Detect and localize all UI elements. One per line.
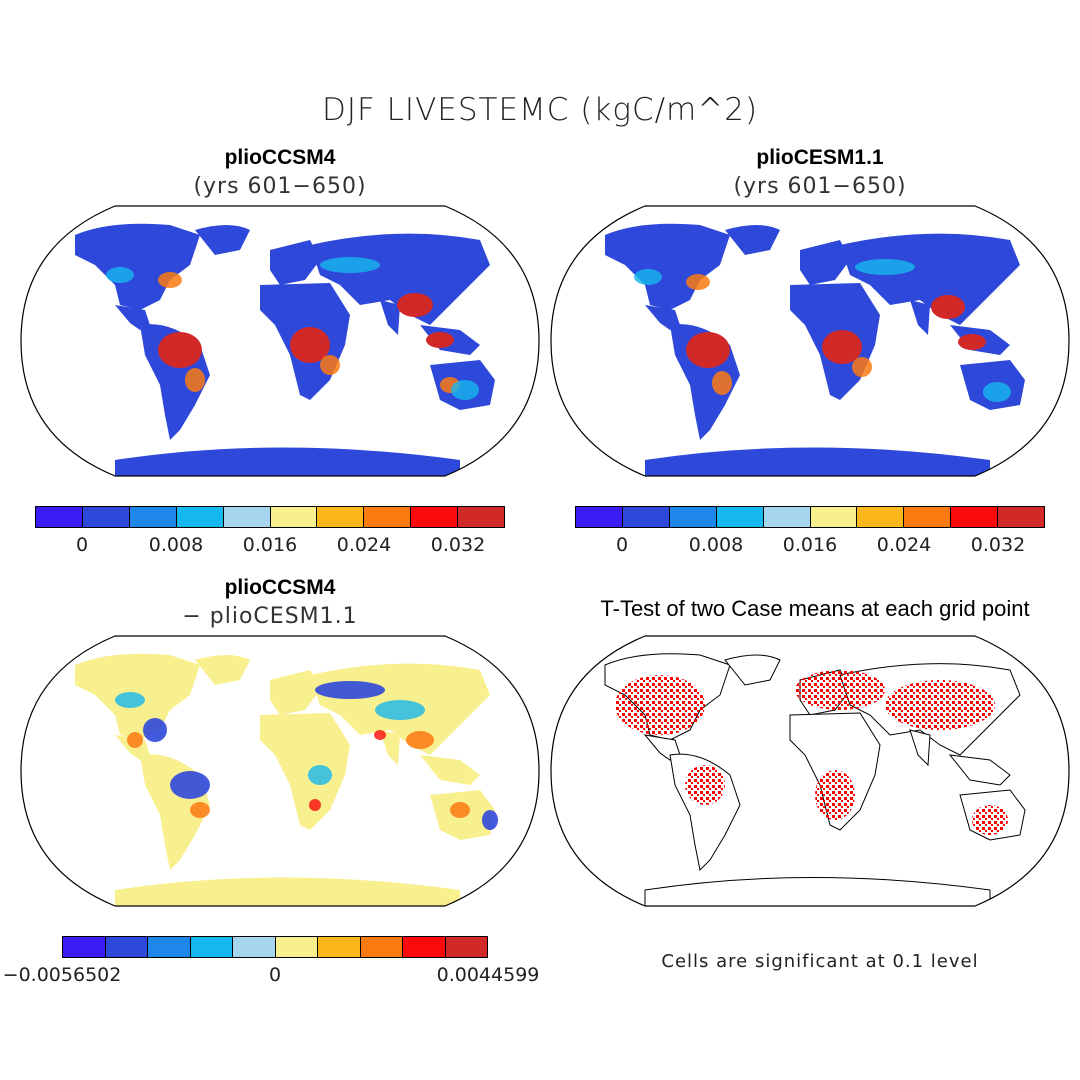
colorbar-1-tick: 0 — [75, 534, 89, 556]
colorbar-2-swatch — [904, 507, 952, 527]
colorbar-2-swatch — [716, 507, 764, 527]
colorbar-1-swatch — [36, 507, 83, 527]
colorbar-3-swatch — [190, 937, 233, 957]
colorbar-2-tick: 0.024 — [876, 534, 932, 556]
colorbar-1-swatch — [270, 507, 318, 527]
colorbar-1-swatch — [317, 507, 365, 527]
colorbar-2-tick: 0 — [615, 534, 629, 556]
colorbar-1-tick: 0.032 — [430, 534, 486, 556]
colorbar-3-swatch — [148, 937, 191, 957]
colorbar-1 — [35, 506, 505, 528]
colorbar-3-swatch — [105, 937, 148, 957]
panel4-title: T-Test of two Case means at each grid po… — [600, 596, 1030, 621]
colorbar-2-tick: 0.016 — [782, 534, 838, 556]
map-ttest-significance — [550, 635, 1070, 907]
colorbar-2-swatch — [669, 507, 717, 527]
colorbar-3-swatch — [318, 937, 361, 957]
map-plioccsm4 — [20, 205, 540, 477]
colorbar-3-swatch — [63, 937, 106, 957]
map-pliocesm1-1 — [550, 205, 1070, 477]
significance-note: Cells are significant at 0.1 level — [661, 951, 979, 972]
panel1-subtitle: (yrs 601−650) — [193, 174, 367, 199]
colorbar-1-swatch — [364, 507, 412, 527]
colorbar-2-swatch — [763, 507, 811, 527]
colorbar-2-swatch — [951, 507, 999, 527]
colorbar-1-swatch — [176, 507, 224, 527]
colorbar-3-tick: 0 — [268, 964, 282, 986]
colorbar-2-swatch — [998, 507, 1045, 527]
colorbar-2-tick: 0.008 — [688, 534, 744, 556]
colorbar-2-swatch — [622, 507, 670, 527]
colorbar-2-swatch — [857, 507, 905, 527]
panel3-title: plioCCSM4 — [224, 576, 336, 599]
colorbar-1-tick: 0.016 — [242, 534, 298, 556]
colorbar-3-swatch — [275, 937, 318, 957]
colorbar-1-tick: 0.024 — [336, 534, 392, 556]
colorbar-1-swatch — [82, 507, 130, 527]
panel3-subtitle: − plioCESM1.1 — [182, 604, 358, 629]
colorbar-3-swatch — [403, 937, 446, 957]
colorbar-1-swatch — [411, 507, 459, 527]
colorbar-3 — [62, 936, 488, 958]
colorbar-3-tick: −0.0056502 — [2, 964, 122, 986]
colorbar-3-swatch — [445, 937, 487, 957]
colorbar-2 — [575, 506, 1045, 528]
colorbar-3-swatch — [360, 937, 403, 957]
map-difference — [20, 635, 540, 907]
colorbar-1-swatch — [129, 507, 177, 527]
colorbar-2-swatch — [810, 507, 858, 527]
panel2-title: plioCESM1.1 — [756, 146, 884, 169]
colorbar-1-swatch — [458, 507, 505, 527]
colorbar-3-tick: 0.0044599 — [436, 964, 540, 986]
panel1-title: plioCCSM4 — [224, 146, 336, 169]
colorbar-2-swatch — [576, 507, 623, 527]
figure-title: DJF LIVESTEMC (kgC/m^2) — [321, 92, 759, 128]
colorbar-1-tick: 0.008 — [148, 534, 204, 556]
panel2-subtitle: (yrs 601−650) — [733, 174, 907, 199]
colorbar-1-swatch — [223, 507, 271, 527]
colorbar-2-tick: 0.032 — [970, 534, 1026, 556]
colorbar-3-swatch — [233, 937, 276, 957]
